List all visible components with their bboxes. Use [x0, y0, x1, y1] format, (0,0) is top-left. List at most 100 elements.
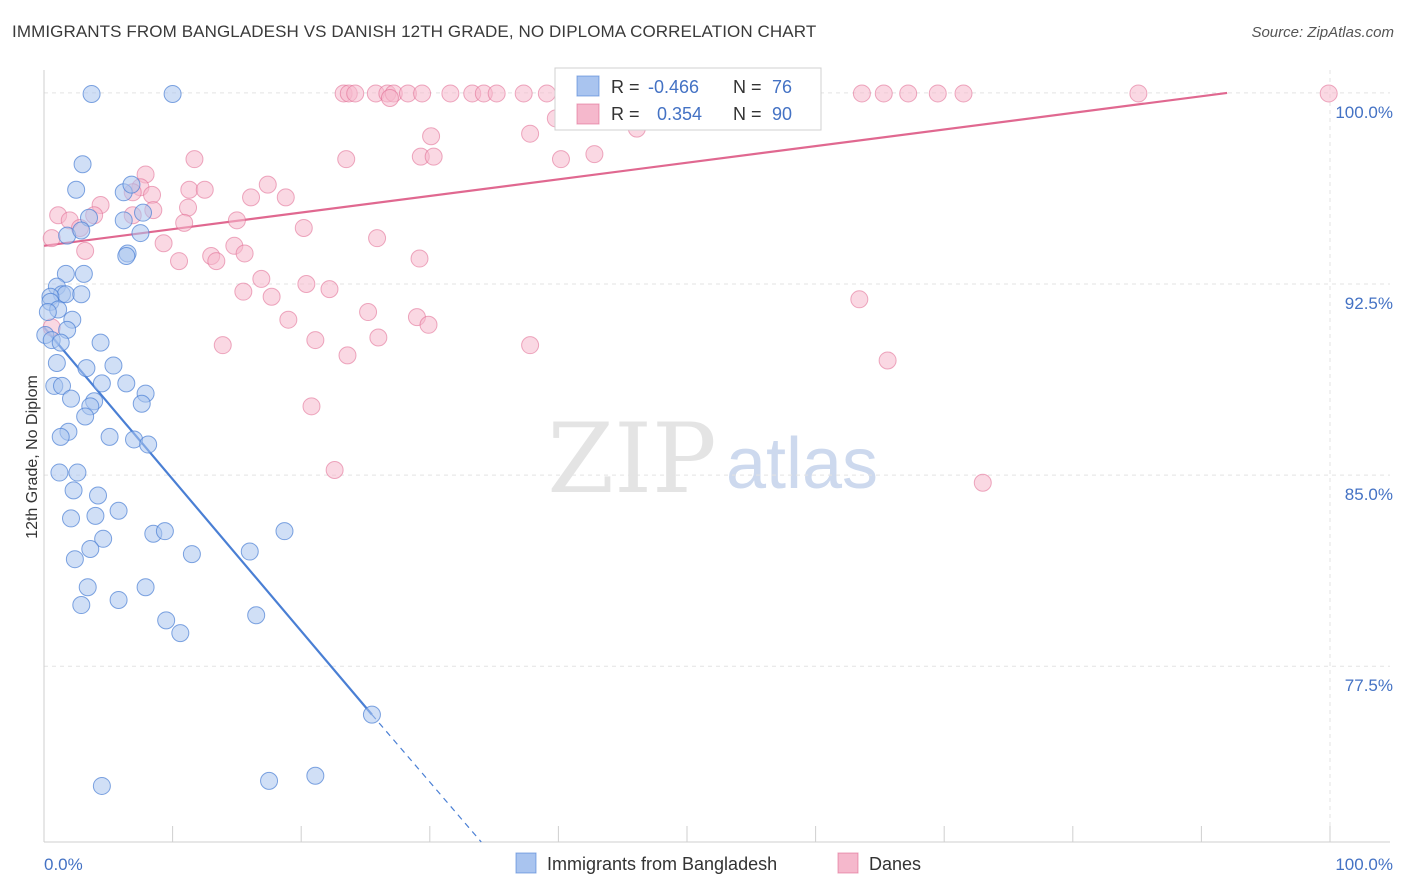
danes-point: [878, 351, 897, 370]
danes-point: [1129, 84, 1148, 103]
bangladesh-point: [72, 596, 91, 615]
legend-n-label-1: N =: [733, 77, 762, 97]
danes-point: [487, 84, 506, 103]
danes-point: [213, 336, 232, 355]
axes: [43, 70, 1390, 843]
bangladesh-point: [163, 84, 182, 103]
y-tick-label: 85.0%: [1345, 485, 1393, 504]
bangladesh-point: [171, 624, 190, 643]
bangladesh-point: [64, 481, 83, 500]
bangladesh-point: [38, 303, 57, 322]
x-tick-label-max: 100.0%: [1335, 855, 1393, 874]
bangladesh-point: [77, 359, 96, 378]
watermark-zip: ZIP: [547, 403, 716, 515]
danes-point: [195, 180, 214, 199]
danes-point: [175, 213, 194, 232]
bangladesh-point: [131, 224, 150, 243]
bangladesh-point: [100, 427, 119, 446]
danes-point: [337, 150, 356, 169]
danes-point: [850, 290, 869, 309]
tick-labels: 77.5% 85.0% 92.5% 100.0% 0.0% 100.0%: [44, 103, 1393, 874]
danes-point: [170, 252, 189, 271]
bangladesh-trend-extension: [371, 714, 482, 843]
bangladesh-point: [240, 542, 259, 561]
bangladesh-point: [72, 285, 91, 304]
danes-point: [179, 198, 198, 217]
bangladesh-point: [139, 435, 158, 454]
danes-point: [234, 282, 253, 301]
bangladesh-point: [109, 501, 128, 520]
legend-n-label-2: N =: [733, 104, 762, 124]
bangladesh-point: [81, 539, 100, 558]
bangladesh-point: [68, 463, 87, 482]
bangladesh-point: [92, 374, 111, 393]
bangladesh-points: [36, 84, 381, 795]
bangladesh-point: [67, 180, 86, 199]
bangladesh-point: [122, 175, 141, 194]
bangladesh-point: [53, 376, 72, 395]
bangladesh-point: [275, 522, 294, 541]
danes-point: [441, 84, 460, 103]
danes-point: [521, 336, 540, 355]
danes-point: [380, 89, 399, 108]
danes-point: [76, 241, 95, 260]
bangladesh-point: [306, 766, 325, 785]
legend-n-value-2: 90: [772, 104, 792, 124]
bangladesh-point: [182, 545, 201, 564]
bangladesh-point: [56, 264, 75, 283]
legend-r-label-2: R =: [611, 104, 640, 124]
bangladesh-point: [247, 606, 266, 625]
legend-r-label-1: R =: [611, 77, 640, 97]
legend-r-value-2: 0.354: [657, 104, 702, 124]
legend-n-value-1: 76: [772, 77, 792, 97]
danes-point: [207, 252, 226, 271]
bangladesh-point: [134, 203, 153, 222]
source-label: Source: ZipAtlas.com: [1251, 24, 1394, 41]
bottom-legend-pink-swatch: [837, 852, 859, 874]
bangladesh-point: [104, 356, 123, 375]
danes-point: [302, 397, 321, 416]
bangladesh-point: [94, 529, 113, 548]
y-tick-label: 77.5%: [1345, 676, 1393, 695]
bottom-legend-danes: Danes: [869, 854, 921, 874]
danes-point: [973, 473, 992, 492]
bangladesh-point: [114, 211, 133, 230]
danes-point: [954, 84, 973, 103]
bangladesh-point: [74, 264, 93, 283]
bangladesh-point: [73, 155, 92, 174]
y-tick-label: 100.0%: [1335, 103, 1393, 122]
legend-r-value-1: -0.466: [648, 77, 699, 97]
danes-point: [369, 328, 388, 347]
danes-point: [235, 244, 254, 263]
danes-point: [422, 127, 441, 146]
danes-point: [521, 124, 540, 143]
danes-point: [252, 269, 271, 288]
y-tick-label: 92.5%: [1345, 294, 1393, 313]
bangladesh-point: [65, 550, 84, 569]
bangladesh-point: [86, 506, 105, 525]
danes-point: [297, 275, 316, 294]
bangladesh-point: [47, 354, 66, 373]
bottom-legend-blue-swatch: [515, 852, 537, 874]
bangladesh-point: [76, 407, 95, 426]
danes-point: [325, 461, 344, 480]
danes-point: [346, 84, 365, 103]
bangladesh-point: [62, 389, 81, 408]
bangladesh-point: [109, 590, 128, 609]
danes-point: [410, 249, 429, 268]
bangladesh-point: [72, 221, 91, 240]
danes-point: [852, 84, 871, 103]
bangladesh-point: [56, 285, 75, 304]
danes-point: [338, 346, 357, 365]
bangladesh-point: [51, 427, 70, 446]
bangladesh-point: [117, 374, 136, 393]
legend: R = -0.466 N = 76 R = 0.354 N = 90: [554, 67, 822, 131]
danes-point: [227, 211, 246, 230]
danes-point: [154, 234, 173, 253]
bangladesh-point: [155, 522, 174, 541]
bangladesh-point: [78, 578, 97, 597]
danes-point: [320, 280, 339, 299]
bangladesh-point: [157, 611, 176, 630]
bangladesh-point: [117, 246, 136, 265]
